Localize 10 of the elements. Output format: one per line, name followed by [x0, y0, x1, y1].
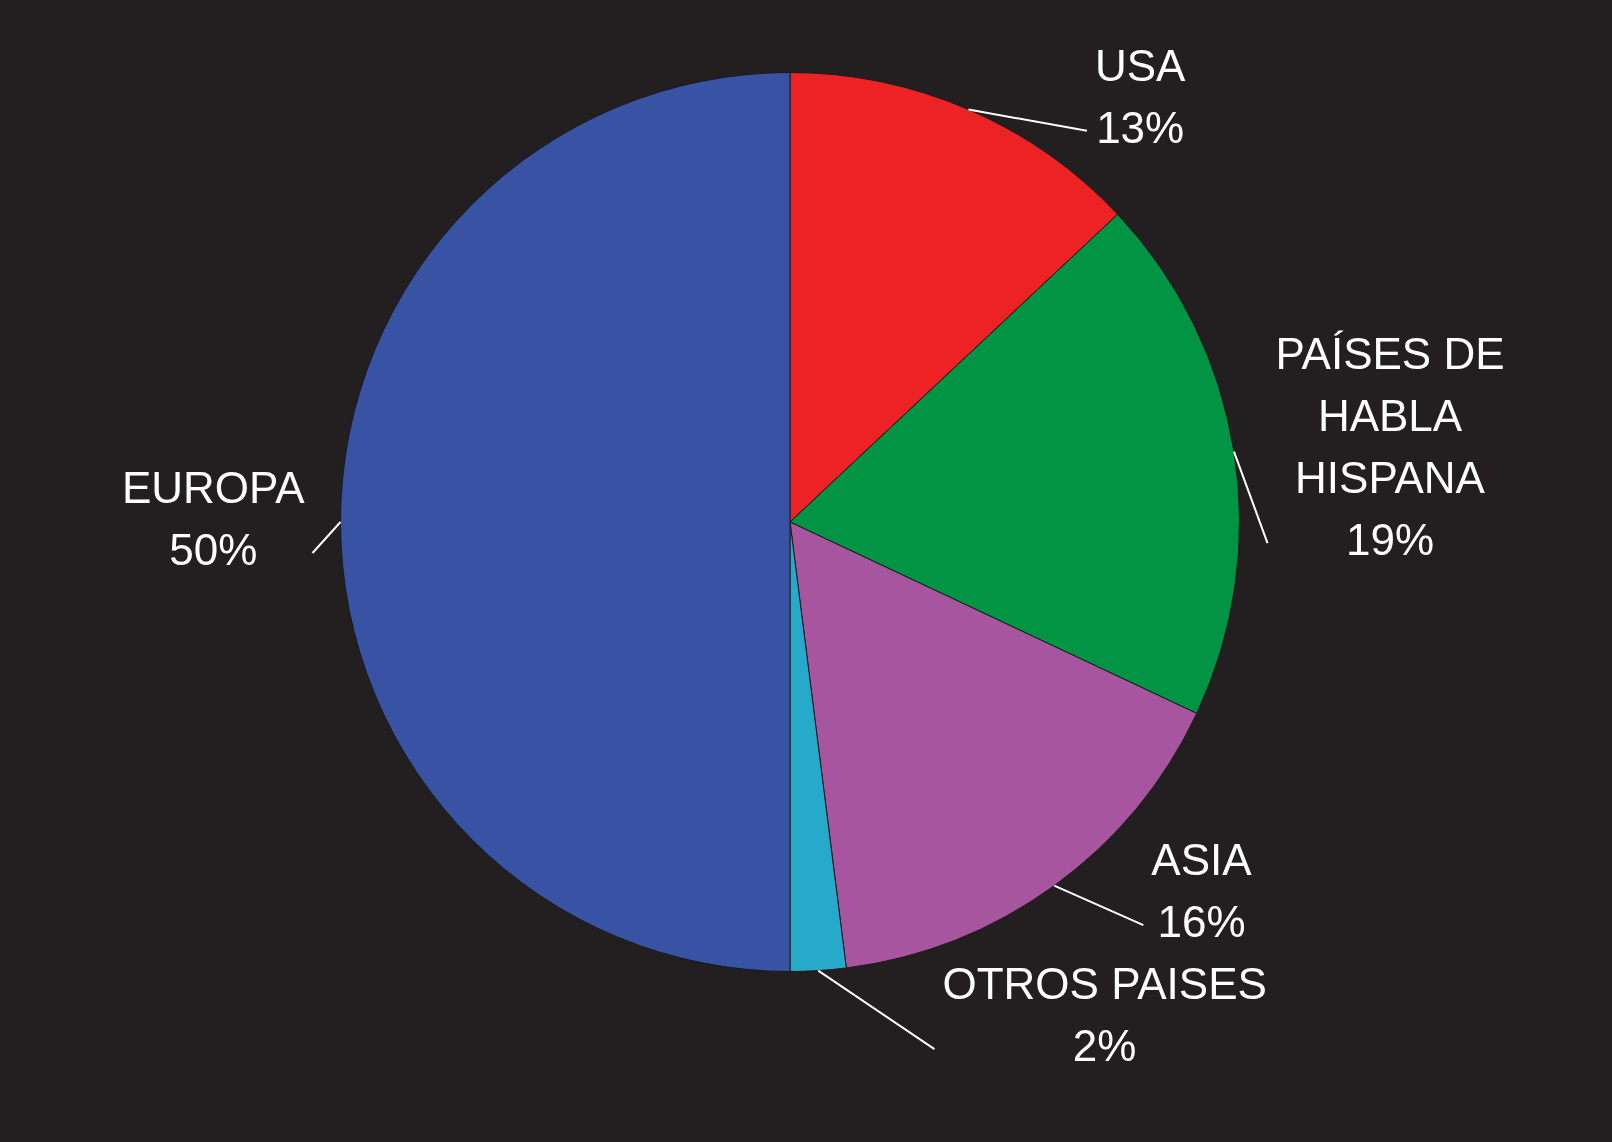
slice-label: PAÍSES DE HABLA HISPANA	[1275, 329, 1505, 503]
slice-label: EUROPA	[121, 463, 306, 513]
slice-label: OTROS PAISES	[942, 959, 1267, 1009]
data-label: 16%	[1157, 897, 1246, 947]
slice-label: ASIA	[1151, 835, 1253, 885]
data-label: 13%	[1096, 102, 1185, 152]
data-label: 50%	[169, 525, 258, 575]
slice-label: USA	[1094, 40, 1187, 90]
data-label: 19%	[1345, 515, 1435, 565]
data-label: 2%	[1072, 1021, 1137, 1071]
